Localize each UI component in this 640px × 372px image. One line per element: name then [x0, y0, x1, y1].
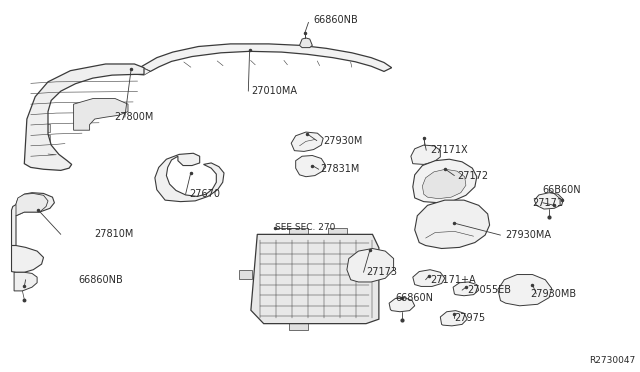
Ellipse shape	[328, 289, 358, 304]
Text: 27810M: 27810M	[95, 230, 134, 239]
Polygon shape	[440, 311, 467, 326]
Text: 27172: 27172	[458, 171, 489, 180]
Text: 27171+A: 27171+A	[430, 275, 476, 285]
Polygon shape	[251, 234, 379, 324]
Polygon shape	[141, 44, 392, 71]
Polygon shape	[453, 282, 479, 296]
Bar	[378, 262, 390, 270]
Polygon shape	[413, 159, 477, 203]
Text: 66B60N: 66B60N	[543, 186, 581, 195]
Text: 27670: 27670	[189, 189, 220, 199]
Text: 66860N: 66860N	[396, 293, 433, 302]
Polygon shape	[131, 67, 150, 75]
Text: 66860NB: 66860NB	[314, 16, 358, 25]
Text: 27930MA: 27930MA	[506, 230, 552, 240]
Bar	[289, 228, 308, 235]
Bar	[37, 145, 50, 153]
Bar	[328, 228, 347, 235]
Polygon shape	[347, 248, 394, 282]
Polygon shape	[24, 64, 144, 170]
Text: 27171X: 27171X	[430, 145, 468, 155]
Polygon shape	[300, 38, 312, 48]
Polygon shape	[291, 132, 323, 151]
Text: 27173: 27173	[367, 267, 397, 277]
Polygon shape	[296, 155, 325, 177]
Text: 27930MB: 27930MB	[530, 289, 576, 299]
Text: 27171: 27171	[532, 198, 563, 208]
Polygon shape	[415, 200, 490, 248]
Polygon shape	[411, 145, 440, 164]
Bar	[37, 135, 50, 142]
Polygon shape	[14, 272, 37, 291]
Text: 27975: 27975	[454, 313, 486, 323]
Text: SEE SEC. 270: SEE SEC. 270	[275, 223, 335, 232]
Ellipse shape	[275, 288, 317, 306]
Text: 66860NB: 66860NB	[79, 275, 124, 285]
Text: R2730047: R2730047	[589, 356, 635, 365]
Polygon shape	[389, 298, 415, 312]
Text: 27010MA: 27010MA	[251, 86, 297, 96]
Circle shape	[433, 230, 444, 235]
Polygon shape	[16, 193, 48, 216]
Text: 27800M: 27800M	[114, 112, 154, 122]
Polygon shape	[155, 153, 224, 202]
Polygon shape	[12, 246, 44, 272]
Polygon shape	[422, 169, 466, 199]
Circle shape	[459, 222, 469, 228]
Bar	[289, 323, 308, 330]
Text: 27831M: 27831M	[320, 164, 360, 174]
Polygon shape	[74, 99, 128, 130]
Polygon shape	[413, 270, 445, 286]
Text: 27055EB: 27055EB	[467, 285, 511, 295]
Polygon shape	[12, 193, 54, 246]
Text: 27930M: 27930M	[323, 136, 363, 145]
Bar	[37, 124, 50, 132]
Polygon shape	[498, 275, 552, 306]
Bar	[239, 270, 252, 279]
Polygon shape	[534, 193, 563, 209]
